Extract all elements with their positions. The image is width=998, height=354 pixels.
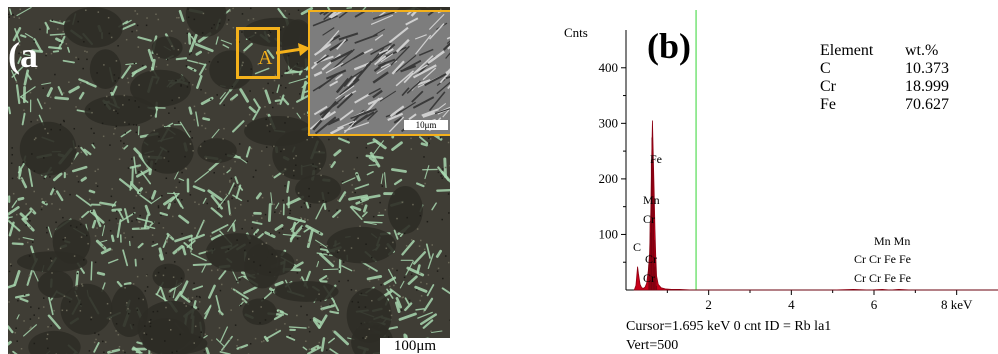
- zoom-inset: 10μm: [308, 10, 450, 136]
- panel-a-label: (a: [8, 35, 38, 75]
- table-row: Fe 70.627: [820, 96, 985, 114]
- eds-spectrum-panel: 100 200 300 400 2 4 6 8 keV Cnts (b) Element wt…: [563, 0, 998, 354]
- inset-scale-bar: 10μm: [404, 120, 448, 130]
- y-tick-label: 400: [599, 60, 619, 75]
- peak-label-cr-2: Cr: [645, 252, 657, 266]
- peak-label-row-1: Cr Cr Fe Fe: [854, 252, 911, 266]
- x-tick-label: 8 keV: [941, 297, 973, 312]
- peak-label-mn-mn: Mn Mn: [874, 234, 911, 248]
- table-row: C 10.373: [820, 60, 985, 78]
- cursor-readout: Cursor=1.695 keV 0 cnt ID = Rb la1: [626, 319, 832, 334]
- vert-readout: Vert=500: [626, 338, 679, 353]
- inset-image: [310, 12, 450, 134]
- micrograph-panel: (a A 10μm 100μm: [8, 7, 450, 354]
- y-tick-label: 200: [599, 171, 619, 186]
- spectrum-series: [633, 120, 998, 291]
- x-tick-label: 2: [705, 297, 712, 312]
- y-tick-label: 300: [599, 115, 619, 130]
- region-a-label: A: [258, 47, 273, 69]
- peak-label-row-2: Cr Cr Fe Fe: [854, 271, 911, 285]
- composition-table: Element wt.% C 10.373 Cr 18.999 Fe 70.62…: [820, 42, 985, 114]
- spectrum-chart: 100 200 300 400 2 4 6 8 keV: [599, 10, 998, 312]
- element-cell: Fe: [820, 96, 836, 113]
- peak-label-fe: Fe: [650, 152, 662, 166]
- header-wt: wt.%: [905, 42, 939, 59]
- wt-cell: 70.627: [905, 96, 949, 113]
- table-header: Element wt.%: [820, 42, 985, 60]
- wt-cell: 10.373: [905, 60, 949, 77]
- element-cell: C: [820, 60, 831, 77]
- element-cell: Cr: [820, 78, 836, 95]
- zoom-arrow-icon: [276, 43, 310, 56]
- table-row: Cr 18.999: [820, 78, 985, 96]
- peak-label-cr-3: Cr: [643, 271, 655, 285]
- peak-label-mn: Mn: [643, 193, 660, 207]
- panel-b-label: (b): [647, 26, 691, 66]
- peak-label-cr: Cr: [643, 212, 655, 226]
- y-axis-label: Cnts: [564, 25, 588, 40]
- peak-label-c: C: [633, 240, 642, 254]
- x-tick-label: 4: [788, 297, 795, 312]
- wt-cell: 18.999: [905, 78, 949, 95]
- x-tick-label: 6: [871, 297, 878, 312]
- y-tick-label: 100: [599, 226, 619, 241]
- header-element: Element: [820, 42, 874, 59]
- scale-bar: 100μm: [380, 338, 450, 354]
